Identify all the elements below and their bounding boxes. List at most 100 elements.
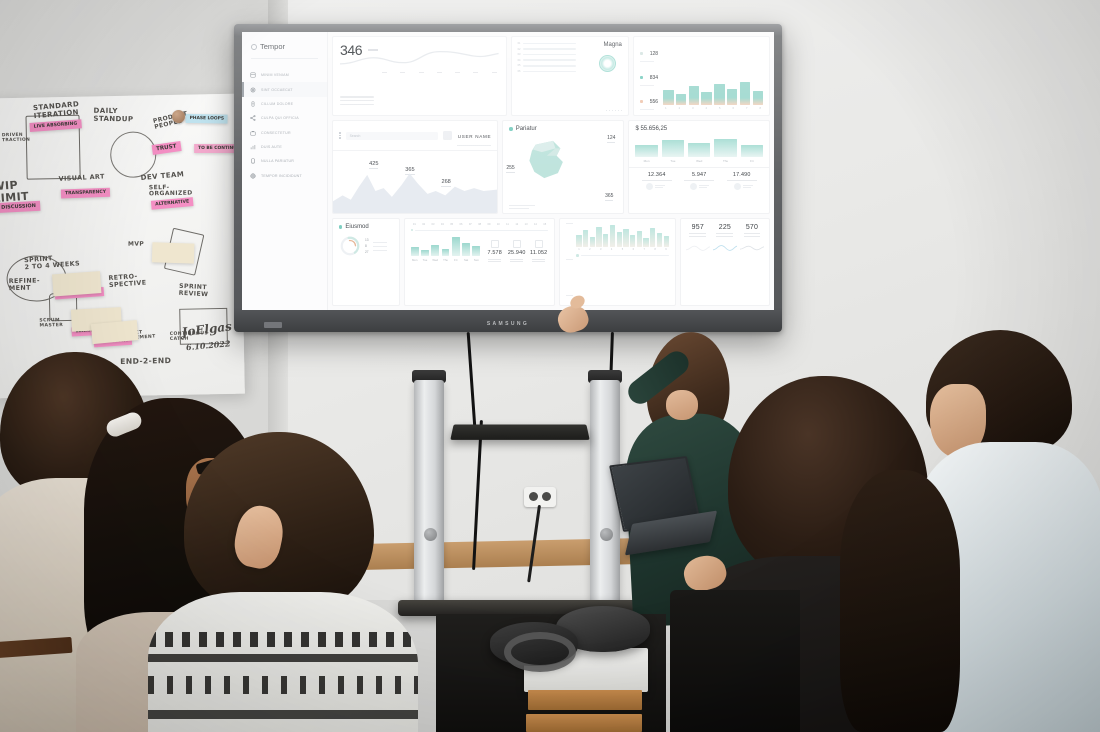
revenue-card[interactable]: $ 55.656,25 Mon Tue Wed Thu xyxy=(628,120,770,214)
eiusmod-title: Eiusmod xyxy=(345,224,369,230)
sticky-note-3: TRANSPARENCY xyxy=(60,187,111,199)
eiusmod-stat-1: 25.940 xyxy=(507,239,526,263)
board-ink-2: DRIVEN TRACTION xyxy=(1,132,31,143)
sparkline-stat-2: 570 xyxy=(740,224,764,237)
eiusmod-stat-2: 11.052 xyxy=(529,239,548,263)
bar-chart-icon xyxy=(250,144,256,150)
search-bar[interactable]: Search USER NAME xyxy=(333,121,498,151)
dashboard-row-1: 346 xyxy=(328,32,774,116)
sparkline-1 xyxy=(712,244,737,251)
eiusmod-stats-row: 7.578 25.940 11.052 xyxy=(485,239,548,263)
sparkline-2 xyxy=(739,245,765,250)
board-ink-5: VISUAL ART xyxy=(58,172,105,183)
logo-dot-icon xyxy=(251,43,257,50)
count-value-2: 556 xyxy=(649,99,659,105)
weekday-bars-row: Mon Tue Wed Thu Fri Sat Sun xyxy=(410,234,548,263)
dashboard-row-2: Search USER NAME 425 365 268 xyxy=(328,116,774,214)
sidebar-item-duis-aute[interactable]: Duis Aute xyxy=(242,140,327,154)
dashboard-sidebar[interactable]: Tempor Minim Veniam Sint Occaecat Cillum… xyxy=(242,32,328,310)
sidebar-label-6: Nulla Pariatur xyxy=(261,159,295,164)
board-ink-10: RETRO- SPECTIVE xyxy=(108,272,147,290)
magna-radial-gauge xyxy=(598,55,616,72)
pariatur-card[interactable]: Pariatur 124 255 365 xyxy=(502,120,625,214)
wood-shelf-front-2 xyxy=(526,714,642,732)
menu-dots-icon[interactable] xyxy=(339,131,341,140)
area-chart-svg xyxy=(333,173,498,213)
board-ink-9: REFINE- MENT xyxy=(8,276,40,292)
weekday-progress[interactable] xyxy=(410,229,549,232)
area-chart-card[interactable]: Search USER NAME 425 365 268 xyxy=(332,120,499,214)
sticky-note-blank-c xyxy=(90,320,139,345)
area-chart-body: 425 365 268 xyxy=(333,151,498,213)
counts-card[interactable]: 128 834 556 xyxy=(632,36,771,116)
stand-right-knob xyxy=(600,528,613,541)
dashboard-screen[interactable]: Tempor Minim Veniam Sint Occaecat Cillum… xyxy=(242,32,774,310)
kpi-wave-chart xyxy=(340,51,499,65)
kpi-value: 346 xyxy=(340,42,363,58)
revenue-stat-2: 17.490 xyxy=(720,172,763,181)
revenue-stats-row: 12.364 5.947 17.490 xyxy=(635,172,763,181)
eiusmod-card[interactable]: Eiusmod 13 8 27 xyxy=(332,218,400,306)
search-input[interactable]: Search xyxy=(345,131,439,140)
sidebar-label-4: Consectetur xyxy=(261,130,291,135)
attendee-nordic-body xyxy=(148,592,418,732)
eiusmod-donut-chart xyxy=(340,236,360,256)
share-icon xyxy=(250,115,256,122)
sticky-note-blank-a xyxy=(51,271,102,297)
sidebar-divider xyxy=(251,58,318,59)
sidebar-item-nulla-pariatur[interactable]: Nulla Pariatur xyxy=(242,154,327,168)
sparkline-stats-card[interactable]: 957 225 570 xyxy=(679,218,770,306)
sparkline-values-row: 957 225 570 xyxy=(686,224,764,237)
eiusmod-stat-0: 7.578 xyxy=(485,239,504,263)
cable-coil-front xyxy=(504,632,576,672)
sidebar-label-0: Minim Veniam xyxy=(261,73,289,78)
magna-title: Magna xyxy=(603,42,622,48)
sidebar-item-consectetur[interactable]: Consectetur xyxy=(242,126,327,140)
sidebar-item-tempor-incididunt[interactable]: Tempor Incididunt xyxy=(242,169,327,183)
user-name-underline xyxy=(457,145,492,146)
board-ink-15: END-2-END xyxy=(120,355,172,366)
sidebar-item-sint-occaecat[interactable]: Sint Occaecat xyxy=(242,82,327,98)
board-ink-13: SCRUM MASTER xyxy=(39,318,64,329)
revenue-day-labels: Mon Tue Wed Thu Fri xyxy=(643,159,754,163)
sparkline-0 xyxy=(685,245,710,251)
revenue-bars xyxy=(635,137,763,157)
stand-left-knob xyxy=(424,528,437,541)
sparkline-stat-0: 957 xyxy=(686,224,710,237)
pariatur-value-2: 365 xyxy=(605,193,614,201)
sidebar-item-minim-veniam[interactable]: Minim Veniam xyxy=(242,68,327,82)
whiteboard: STANDARD ITERATION DAILY STANDUP DRIVEN … xyxy=(0,93,248,399)
magna-card[interactable]: Magna 01 02 03 04 05 06 xyxy=(510,36,629,116)
sidebar-item-culpa-qui-officia[interactable]: Culpa Qui Officia xyxy=(242,111,327,125)
magna-rows: 01 02 03 04 05 06 xyxy=(518,42,576,73)
interactive-display[interactable]: Tempor Minim Veniam Sint Occaecat Cillum… xyxy=(234,24,782,332)
stand-left-column xyxy=(414,380,444,604)
sidebar-item-cillum-dolore[interactable]: Cillum Dolore xyxy=(242,97,327,111)
area-label-2: 268 xyxy=(441,179,451,188)
board-ink-7: SELF- ORGANIZED xyxy=(148,183,193,198)
pariatur-title-row: Pariatur xyxy=(509,126,617,132)
eiusmod-donut-lines xyxy=(372,241,387,251)
column-chart-slider[interactable] xyxy=(576,254,669,257)
dashboard-content: 346 xyxy=(328,32,774,310)
gear-icon xyxy=(250,87,256,93)
presenter-neck xyxy=(666,390,698,420)
user-name-label: USER NAME xyxy=(457,134,492,139)
dark-foreground-mass xyxy=(670,590,800,732)
area-label-0: 425 xyxy=(369,161,379,170)
pariatur-legend xyxy=(509,205,536,209)
kpi-card[interactable]: 346 xyxy=(332,36,507,116)
pariatur-value-0: 124 xyxy=(607,135,616,144)
filter-button[interactable] xyxy=(443,131,453,140)
weekday-bars-card[interactable]: 01 02 03 04 05 06 07 08 09 10 11 12 13 14 15 xyxy=(403,218,556,306)
column-y-axis xyxy=(566,223,574,301)
sticky-note-4: ALTERNATIVE xyxy=(150,197,194,210)
display-brand-label: SAMSUNG xyxy=(486,321,530,327)
pariatur-value-1: 255 xyxy=(506,165,515,174)
pariatur-title: Pariatur xyxy=(515,126,537,132)
board-shape-circle xyxy=(109,131,157,179)
